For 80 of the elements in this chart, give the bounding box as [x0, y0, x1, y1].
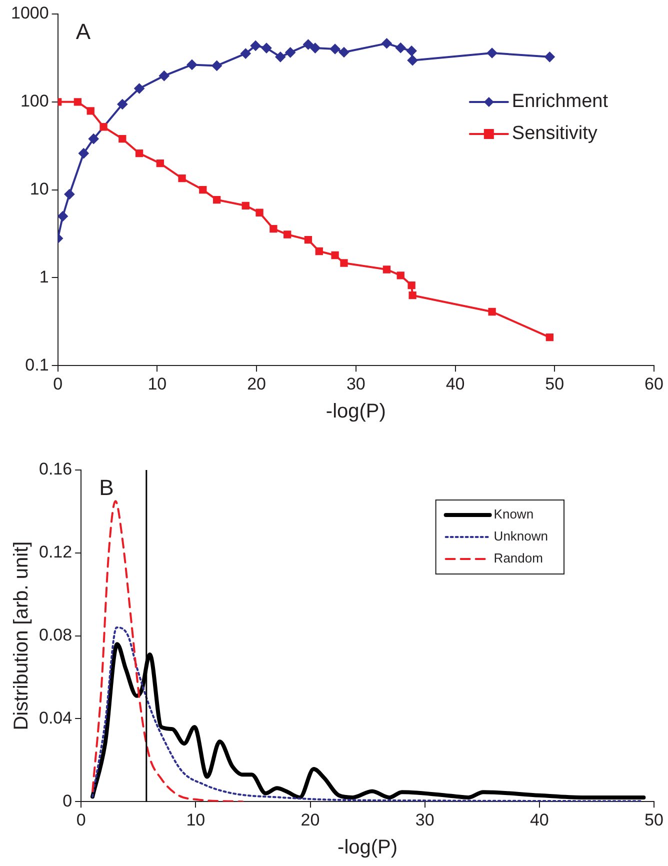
- point: [100, 123, 108, 131]
- y-tick-label: 0.04: [38, 708, 72, 728]
- point: [396, 42, 406, 53]
- point: [406, 46, 417, 56]
- x-tick-label: 50: [644, 810, 664, 830]
- x-tick-label: 30: [415, 810, 434, 830]
- point: [303, 39, 314, 50]
- point: [250, 40, 261, 51]
- point: [58, 211, 68, 222]
- point: [118, 135, 126, 143]
- point: [340, 259, 348, 267]
- legend-label: Enrichment: [512, 91, 609, 112]
- point: [117, 99, 128, 110]
- point: [310, 43, 320, 54]
- point: [178, 174, 186, 182]
- x-tick-label: 30: [346, 374, 366, 394]
- point: [396, 272, 404, 280]
- point: [256, 208, 264, 216]
- y-tick-label: 1: [39, 267, 49, 286]
- point: [261, 43, 272, 54]
- x-axis-title: -log(P): [338, 836, 398, 859]
- point: [382, 38, 392, 48]
- x-tick-label: 20: [247, 374, 266, 394]
- point: [64, 189, 74, 200]
- point: [159, 70, 170, 81]
- legend-label: Random: [494, 550, 543, 566]
- point: [240, 48, 251, 59]
- annotation: A: [76, 19, 91, 44]
- legend-label: Unknown: [494, 528, 548, 544]
- x-tick-label: 0: [76, 810, 86, 830]
- point: [86, 107, 94, 115]
- x-tick-label: 20: [300, 810, 320, 830]
- point: [270, 224, 278, 233]
- legend-label: Known: [494, 506, 534, 522]
- legend-label: Sensitivity: [512, 123, 598, 144]
- point: [408, 55, 418, 66]
- point: [242, 202, 250, 210]
- point: [338, 47, 349, 58]
- point: [74, 98, 82, 106]
- point: [544, 52, 555, 62]
- x-tick-label: 40: [530, 810, 549, 830]
- point: [186, 60, 197, 70]
- y-tick-label: 0.08: [38, 625, 72, 644]
- y-tick-label: 0.16: [38, 460, 72, 479]
- y-tick-label: 0: [62, 791, 72, 810]
- point: [408, 281, 416, 290]
- point: [135, 149, 144, 158]
- point: [546, 333, 554, 342]
- point: [212, 196, 221, 204]
- x-tick-label: 50: [545, 374, 564, 394]
- point: [156, 160, 164, 168]
- point: [78, 148, 89, 158]
- point: [487, 48, 498, 58]
- y-tick-label: 10: [30, 179, 49, 198]
- x-axis-title: -log(P): [326, 400, 386, 423]
- x-tick-label: 60: [644, 374, 664, 394]
- y-tick-label: 0.1: [25, 355, 49, 374]
- y-tick-label: 0.12: [38, 542, 72, 562]
- point: [199, 186, 207, 194]
- point: [315, 247, 323, 256]
- line-series: [92, 500, 244, 802]
- point: [285, 47, 296, 58]
- y-axis-title: Distribution [arb. unit]: [10, 541, 33, 730]
- x-tick-label: 10: [186, 810, 206, 830]
- point: [330, 44, 340, 54]
- x-tick-label: 10: [148, 374, 167, 394]
- point: [408, 292, 416, 300]
- point: [284, 230, 292, 238]
- point: [212, 60, 222, 71]
- point: [134, 84, 144, 94]
- point: [488, 308, 496, 316]
- point: [275, 52, 286, 62]
- annotation: B: [99, 475, 114, 500]
- point: [331, 251, 339, 260]
- point: [304, 236, 312, 244]
- point: [88, 134, 99, 144]
- y-tick-label: 100: [20, 92, 49, 111]
- x-tick-label: 40: [446, 374, 465, 394]
- y-tick-label: 1000: [10, 4, 49, 23]
- point: [382, 266, 391, 274]
